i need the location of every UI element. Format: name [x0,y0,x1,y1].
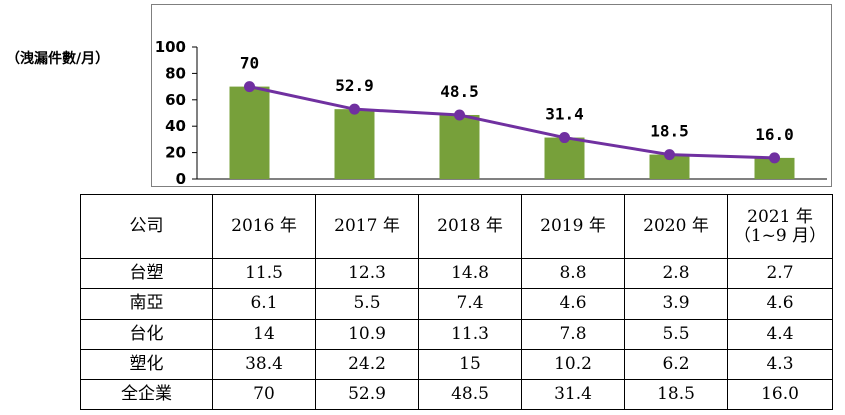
table-cell: 7.8 [521,318,625,350]
table-cell: 14 [212,318,316,350]
header-2018: 2018 年 [418,193,522,260]
leak-trend-chart: 0 20 40 60 80 100 70 52.9 48.5 31.4 18.5 16.0 [155,38,827,188]
header-2017: 2017 年 [315,193,419,260]
line-point [664,149,675,161]
bar [334,109,375,179]
bar [544,137,585,179]
cell-company: 塑化 [80,348,213,380]
header-2020: 2020 年 [624,193,728,260]
table-cell: 4.6 [727,288,833,320]
table-cell: 38.4 [212,348,316,380]
header-2016: 2016 年 [212,193,316,260]
table-cell: 70 [212,378,316,411]
table-cell: 6.1 [212,288,316,320]
table-cell: 18.5 [624,378,728,411]
line-point [244,81,255,93]
table-row: 台塑 11.5 12.3 14.8 8.8 2.8 2.7 [80,258,833,290]
table-cell: 10.9 [315,318,419,350]
table-cell: 5.5 [315,288,419,320]
data-label: 52.9 [335,76,374,95]
y-tick-label: 20 [165,144,186,162]
line-point [769,152,780,164]
line-point [559,132,570,144]
cell-company: 台塑 [80,258,213,290]
table-cell: 48.5 [418,378,522,411]
table-cell: 11.5 [212,258,316,290]
table-cell: 12.3 [315,258,419,290]
header-2021-period: （1~9 月） [733,225,827,246]
series-line [249,85,775,160]
header-2021-year: 2021 年 [747,206,813,227]
table-row: 南亞 6.1 5.5 7.4 4.6 3.9 4.6 [80,288,833,320]
y-axis-label: （洩漏件數/月） [6,51,110,67]
table-cell: 5.5 [624,318,728,350]
table-cell: 4.4 [727,318,833,350]
y-tick-label: 40 [165,117,186,135]
line-point [454,109,465,121]
y-tick-label: 0 [176,170,186,188]
data-label: 70 [240,54,259,73]
table-cell: 7.4 [418,288,522,320]
data-label: 31.4 [545,105,584,124]
header-2021: 2021 年 （1~9 月） [727,193,833,260]
bar [439,114,480,179]
table-cell: 16.0 [727,378,833,411]
table-cell: 14.8 [418,258,522,290]
line-point [349,103,360,115]
table-cell: 8.8 [521,258,625,290]
cell-company: 全企業 [80,378,213,411]
header-company: 公司 [80,193,213,260]
cell-company: 南亞 [80,288,213,320]
table-cell: 15 [418,348,522,380]
bar [229,86,270,179]
y-tick-label: 80 [165,64,186,82]
table-cell: 11.3 [418,318,522,350]
table-row: 台化 14 10.9 11.3 7.8 5.5 4.4 [80,318,833,350]
chart-frame: 0 20 40 60 80 100 70 52.9 48.5 31.4 18.5 16.0 [151,4,832,188]
bar [754,157,795,179]
table-cell: 3.9 [624,288,728,320]
y-tick-label: 100 [155,38,186,56]
table-cell: 6.2 [624,348,728,380]
data-label: 18.5 [650,122,689,141]
table-cell: 24.2 [315,348,419,380]
data-label: 16.0 [755,125,794,144]
cell-company: 台化 [80,318,213,350]
y-tick-label: 60 [165,91,186,109]
header-2019: 2019 年 [521,193,625,260]
table-cell: 10.2 [521,348,625,380]
table-row: 塑化 38.4 24.2 15 10.2 6.2 4.3 [80,348,833,380]
leak-data-table: 公司 2016 年 2017 年 2018 年 2019 年 2020 年 20… [80,193,833,411]
table-cell: 2.8 [624,258,728,290]
table-cell: 2.7 [727,258,833,290]
table-cell: 52.9 [315,378,419,411]
table-row: 全企業 70 52.9 48.5 31.4 18.5 16.0 [80,378,833,411]
table-cell: 4.3 [727,348,833,380]
data-label: 48.5 [440,82,479,101]
table-cell: 31.4 [521,378,625,411]
table-header-row: 公司 2016 年 2017 年 2018 年 2019 年 2020 年 20… [80,193,833,260]
table-cell: 4.6 [521,288,625,320]
